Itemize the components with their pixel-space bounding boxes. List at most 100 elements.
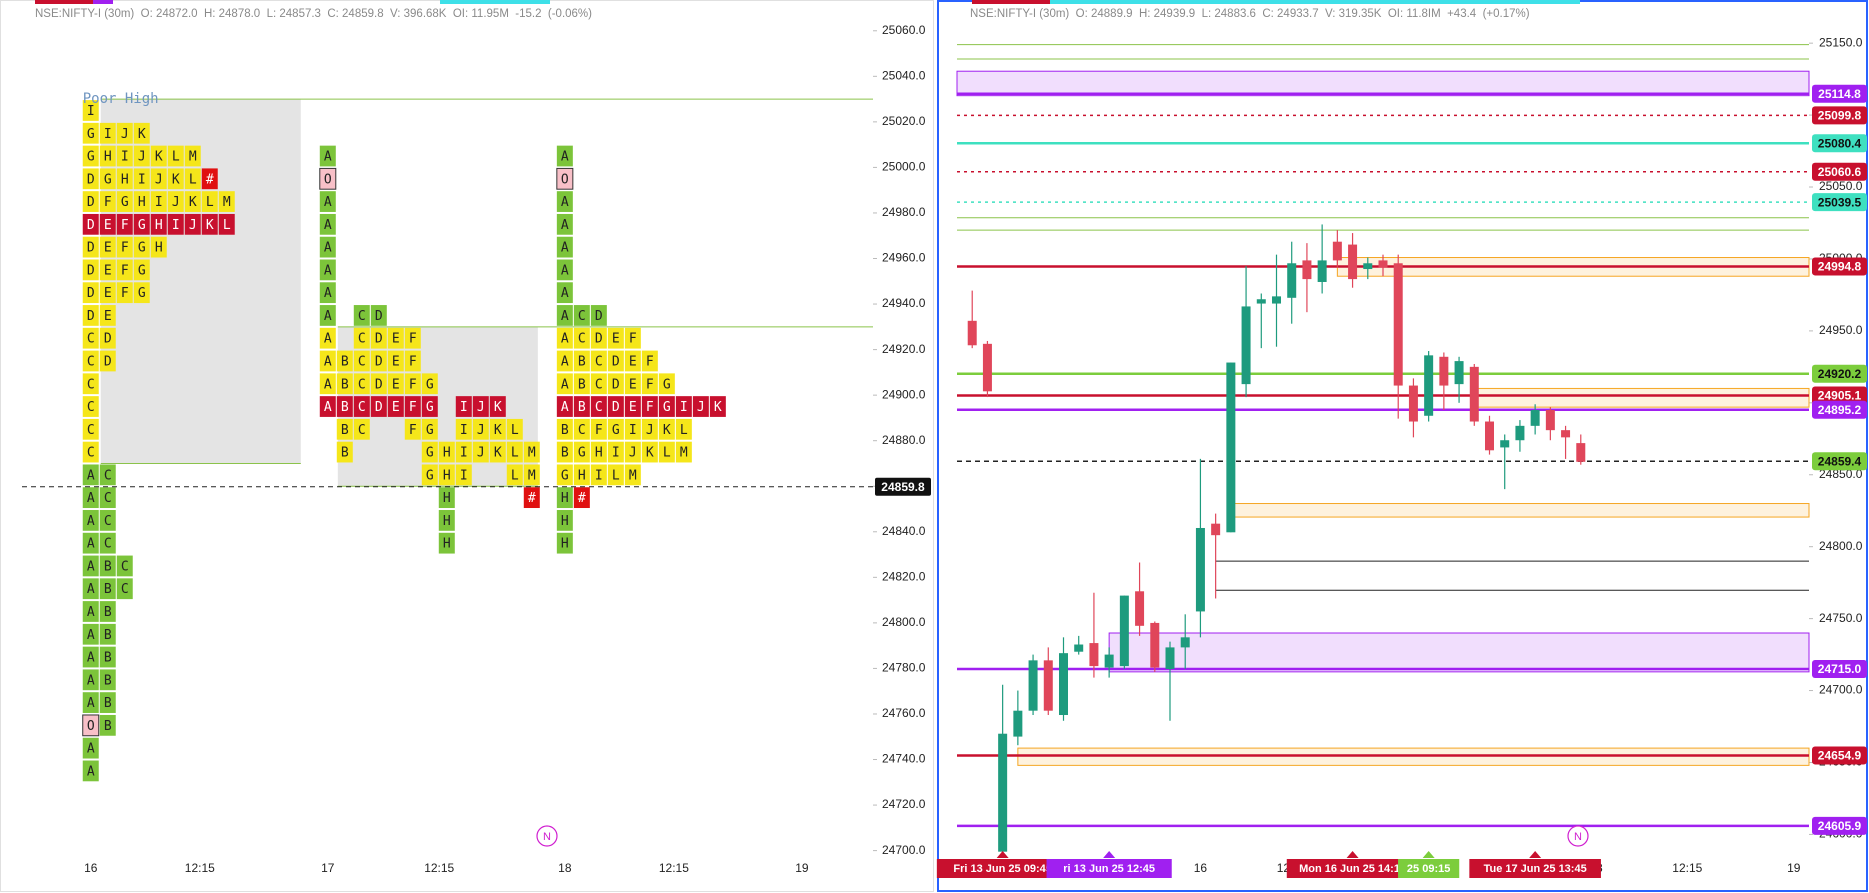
tpo-cell <box>624 373 641 395</box>
last-price-label: 24859.8 <box>881 480 925 494</box>
tpo-cell <box>489 418 506 440</box>
tpo-letter: J <box>138 150 146 165</box>
y-tick-label: 24750.0 <box>1819 611 1863 625</box>
tpo-cell <box>116 168 133 190</box>
tpo-letter: A <box>87 764 95 779</box>
tpo-cell <box>116 282 133 304</box>
tpo-cell <box>438 441 455 463</box>
candle-body <box>1530 410 1540 426</box>
tab-bar <box>972 0 1050 4</box>
x-tick-label: 18 <box>558 861 572 875</box>
right-panel[interactable] <box>937 0 1868 892</box>
level-label-box <box>1812 452 1867 471</box>
tpo-letter: # <box>206 172 214 187</box>
tpo-letter: C <box>358 354 366 369</box>
tpo-cell <box>116 145 133 167</box>
tpo-letter: G <box>578 446 586 461</box>
tpo-letter: M <box>528 468 536 483</box>
y-tick-label: 25060.0 <box>882 23 926 37</box>
tpo-letter: A <box>87 468 95 483</box>
tpo-cell <box>353 418 370 440</box>
time-marker <box>1103 851 1116 858</box>
tpo-letter: F <box>121 218 129 233</box>
tpo-cell <box>150 191 167 212</box>
x-tick-label: 19 <box>795 861 809 875</box>
tpo-cell <box>607 396 624 417</box>
tpo-letter: B <box>104 651 112 666</box>
tpo-letter: D <box>612 377 620 392</box>
tpo-cell <box>99 532 116 554</box>
tpo-cell <box>99 555 116 577</box>
tpo-letter: F <box>409 332 417 347</box>
candle-body <box>1059 653 1068 716</box>
tpo-cell <box>336 396 353 417</box>
tpo-cell <box>472 441 489 463</box>
tpo-letter: B <box>104 582 112 597</box>
candle-body <box>1576 443 1586 462</box>
tpo-cell <box>99 601 116 622</box>
tpo-letter: K <box>714 400 722 415</box>
tpo-cell <box>641 350 658 372</box>
tpo-cell <box>184 191 201 212</box>
tpo-cell <box>573 464 590 486</box>
tpo-cell <box>99 510 116 531</box>
tpo-letter: C <box>578 309 586 324</box>
tpo-cell <box>99 259 116 281</box>
tpo-cell <box>353 396 370 417</box>
tpo-letter: H <box>443 537 451 552</box>
tpo-cell <box>336 373 353 395</box>
y-tick-label: 24760.0 <box>882 706 926 720</box>
tpo-cell <box>607 441 624 463</box>
tpo-cell <box>150 213 167 235</box>
tpo-letter: B <box>341 446 349 461</box>
tpo-cell <box>709 396 726 417</box>
tpo-cell <box>387 373 404 395</box>
tpo-cell <box>201 191 218 212</box>
tpo-letter: K <box>206 218 214 233</box>
tpo-letter: L <box>612 468 620 483</box>
time-label: Mon 16 Jun 25 14:15 <box>1299 863 1406 875</box>
tpo-cell <box>624 441 641 463</box>
tpo-cell <box>624 464 641 486</box>
zone <box>1230 503 1810 518</box>
tpo-cell <box>624 327 641 349</box>
tpo-letter: F <box>121 286 129 301</box>
tpo-letter: A <box>561 150 569 165</box>
tpo-letter: C <box>595 354 603 369</box>
zone <box>1017 747 1810 766</box>
tpo-letter: D <box>595 332 603 347</box>
tpo-letter: I <box>612 446 620 461</box>
tpo-cell <box>641 418 658 440</box>
tpo-cell <box>218 213 235 235</box>
candle-body <box>1439 356 1449 386</box>
tpo-cell <box>82 760 99 782</box>
level-label-box <box>1812 746 1867 765</box>
tpo-cell <box>455 396 472 417</box>
tpo-cell <box>573 305 590 326</box>
level-label-box <box>1812 106 1867 125</box>
tpo-letter: E <box>629 354 637 369</box>
candle-body <box>1348 244 1358 280</box>
tpo-cell <box>82 692 99 713</box>
tpo-letter: E <box>104 263 112 278</box>
tpo-cell <box>82 259 99 281</box>
tpo-cell <box>370 396 387 417</box>
tpo-cell <box>184 145 201 167</box>
candle-body <box>1363 263 1373 270</box>
tpo-cell <box>370 305 387 326</box>
tpo-letter: B <box>578 354 586 369</box>
tpo-letter: C <box>595 400 603 415</box>
tpo-cell <box>658 373 675 395</box>
tpo-letter: C <box>104 537 112 552</box>
tpo-cell <box>116 122 133 144</box>
level-label-box <box>1812 257 1867 276</box>
tpo-cell <box>99 669 116 691</box>
tpo-cell <box>404 418 421 440</box>
tpo-letter: J <box>477 423 485 438</box>
tpo-cell <box>556 236 573 258</box>
tpo-cell <box>133 191 150 212</box>
tpo-letter: # <box>578 491 586 506</box>
tab-bar <box>1050 0 1580 4</box>
tpo-letter: H <box>155 218 163 233</box>
candle-body <box>1135 591 1145 626</box>
